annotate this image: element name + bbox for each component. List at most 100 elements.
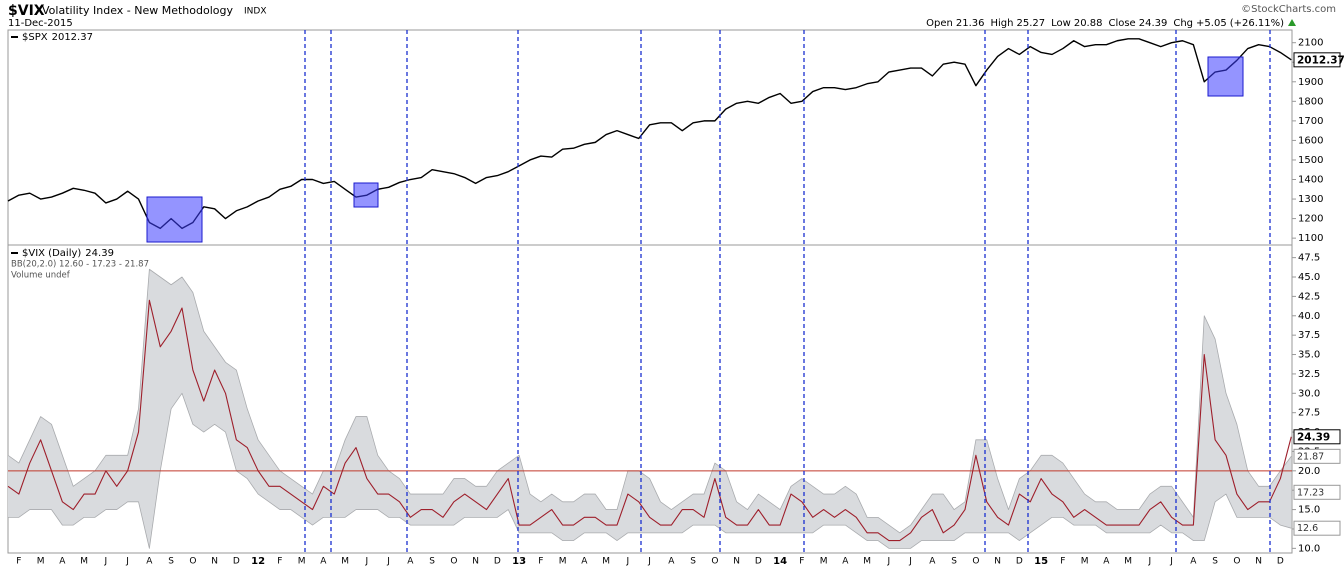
x-tick-label: D <box>1277 557 1284 566</box>
y-tick-label: 1600 <box>1298 135 1323 146</box>
last-value-box <box>1293 520 1341 536</box>
last-value-box <box>1293 52 1341 68</box>
x-tick-label: F <box>1060 557 1065 566</box>
legend-entry: $SPX 2012.37 <box>22 32 93 43</box>
x-tick-label: 14 <box>773 556 787 566</box>
x-tick-label: F <box>799 557 804 566</box>
band-upper <box>7 268 1292 534</box>
x-tick-label: D <box>755 557 762 566</box>
x-tick-label: O <box>450 557 457 566</box>
x-tick-label: N <box>994 557 1001 566</box>
x-tick-label: S <box>690 557 696 566</box>
band-legend: BB(20,2.0) 12.60 - 17.23 - 21.87 <box>11 260 149 270</box>
x-tick-label: 13 <box>512 556 526 566</box>
y-tick-label: 45.0 <box>1298 272 1320 283</box>
x-tick-label: N <box>733 557 740 566</box>
exchange: INDX <box>244 7 266 17</box>
y-tick-label: 15.0 <box>1298 505 1320 516</box>
quote-label: Chg <box>1173 18 1193 29</box>
source: ©StockCharts.com <box>1241 4 1336 15</box>
legend-name: $VIX (Daily) <box>22 248 81 259</box>
y-tick-label: 2100 <box>1298 38 1323 49</box>
y-tick-label: 27.5 <box>1298 408 1320 419</box>
highlight-box <box>1207 56 1244 97</box>
highlight-box <box>146 196 203 243</box>
x-tick-label: S <box>1212 557 1218 566</box>
x-tick-label: J <box>887 557 891 566</box>
quote-value: +5.05 <box>1196 18 1227 29</box>
x-tick-label: N <box>472 557 479 566</box>
up-arrow <box>1288 19 1296 26</box>
x-tick-label: A <box>842 557 849 566</box>
x-tick-label: M <box>37 557 45 566</box>
volume-legend: Volume undef <box>11 271 71 281</box>
x-tick-label: S <box>429 557 435 566</box>
x-tick-label: M <box>1124 557 1132 566</box>
x-tick-label: A <box>668 557 675 566</box>
x-tick-label: J <box>365 557 369 566</box>
legend-value: 24.39 <box>85 248 114 259</box>
x-tick-label: J <box>1169 557 1173 566</box>
price-line <box>7 299 1292 542</box>
x-tick-label: J <box>386 557 390 566</box>
y-tick-label: 10.0 <box>1298 543 1320 554</box>
date: 11-Dec-2015 <box>8 18 73 29</box>
band-lower <box>8 392 1292 549</box>
x-tick-label: O <box>711 557 718 566</box>
x-tick-label: M <box>80 557 88 566</box>
x-tick-label: O <box>189 557 196 566</box>
x-tick-label: A <box>59 557 66 566</box>
annotations <box>146 30 1271 553</box>
x-tick-label: S <box>168 557 174 566</box>
x-tick-label: F <box>538 557 543 566</box>
y-tick-label: 1800 <box>1298 96 1323 107</box>
x-tick-label: D <box>1016 557 1023 566</box>
x-tick-label: N <box>1255 557 1262 566</box>
x-tick-label: A <box>929 557 936 566</box>
x-tick-label: N <box>211 557 218 566</box>
x-tick-label: A <box>320 557 327 566</box>
quote-label: Close <box>1108 18 1135 29</box>
quote-value: 25.27 <box>1016 18 1045 29</box>
x-tick-label: 15 <box>1034 556 1048 566</box>
quote-value: (+26.11%) <box>1230 18 1284 29</box>
symbol: $VIX <box>8 3 45 19</box>
x-tick-label: S <box>951 557 957 566</box>
quote-label: Low <box>1051 18 1071 29</box>
highlight-box <box>353 182 379 208</box>
x-tick-label: O <box>972 557 979 566</box>
x-tick-label: F <box>16 557 21 566</box>
x-tick-label: J <box>1148 557 1152 566</box>
x-tick-label: A <box>407 557 414 566</box>
y-tick-label: 1100 <box>1298 233 1323 244</box>
x-tick-label: A <box>1190 557 1197 566</box>
legend-value: 2012.37 <box>52 32 93 43</box>
x-tick-label: J <box>647 557 651 566</box>
x-tick-label: J <box>125 557 129 566</box>
y-tick-label: 1700 <box>1298 116 1323 127</box>
quote-value: 24.39 <box>1139 18 1168 29</box>
y-tick-label: 32.5 <box>1298 369 1320 380</box>
frame <box>7 29 1293 554</box>
x-tick-label: A <box>146 557 153 566</box>
quote: Open 21.36 High 25.27 Low 20.88 Close 24.39 Chg +… <box>926 18 1284 29</box>
x-tick-label: M <box>863 557 871 566</box>
x-tick-label: J <box>104 557 108 566</box>
quote-label: Open <box>926 18 953 29</box>
last-value-box <box>1293 448 1341 464</box>
x-tick-label: F <box>277 557 282 566</box>
last-value-label: 12.6 <box>1297 523 1318 534</box>
x-tick-label: J <box>908 557 912 566</box>
y-tick-label: 40.0 <box>1298 311 1320 322</box>
x-tick-label: A <box>1103 557 1110 566</box>
x-tick-label: D <box>233 557 240 566</box>
y-tick-label: 1300 <box>1298 194 1323 205</box>
y-tick-label: 1200 <box>1298 214 1323 225</box>
last-value-label: 21.87 <box>1297 451 1324 462</box>
last-value-box <box>1293 429 1341 445</box>
quote-value: 21.36 <box>956 18 985 29</box>
y-tick-label: 1400 <box>1298 175 1323 186</box>
y-tick-label: 30.0 <box>1298 388 1320 399</box>
